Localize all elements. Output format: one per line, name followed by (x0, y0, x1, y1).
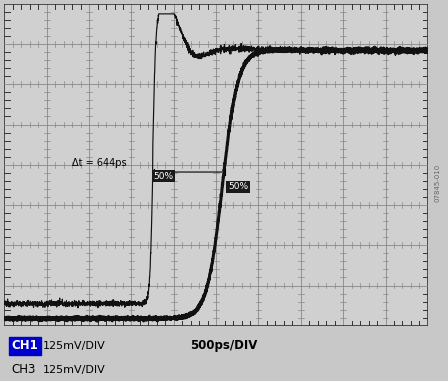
Text: 125mV/DIV: 125mV/DIV (43, 365, 105, 375)
Text: 500ps/DIV: 500ps/DIV (190, 339, 258, 352)
Text: 125mV/DIV: 125mV/DIV (43, 341, 105, 351)
Text: 07845-010: 07845-010 (434, 164, 440, 202)
Text: CH3: CH3 (11, 363, 35, 376)
Text: CH1: CH1 (11, 339, 38, 352)
Text: Δt = 644ps: Δt = 644ps (72, 158, 127, 168)
Text: 50%: 50% (154, 171, 174, 181)
Text: 50%: 50% (228, 182, 248, 191)
